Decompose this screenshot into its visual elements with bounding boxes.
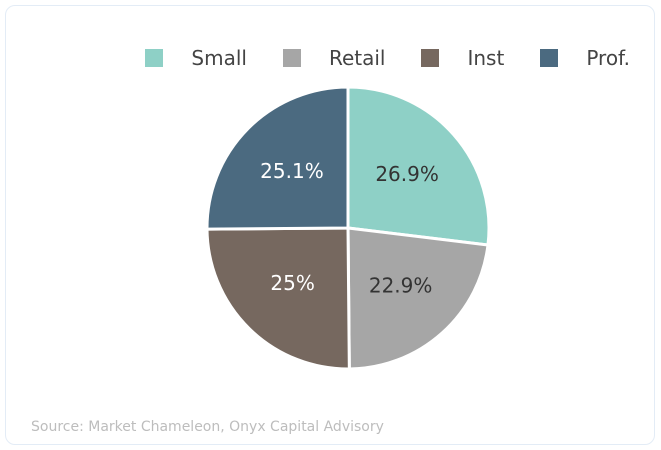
legend-item: Inst: [421, 46, 504, 70]
legend-label: Retail: [328, 46, 386, 70]
legend-label: Inst: [467, 46, 505, 70]
legend-swatch: [282, 49, 301, 67]
legend-swatch: [540, 49, 559, 67]
legend-swatch: [145, 49, 164, 67]
legend-item: Prof.: [540, 46, 630, 70]
legend-item: Small: [145, 46, 247, 70]
chart-card: Small Retail Inst Prof. 26.9% 22.9% 25% 25.1% …: [5, 5, 655, 445]
source-note: Source: Market Chameleon, Onyx Capital A…: [31, 419, 384, 435]
pie-slice: [346, 85, 491, 247]
pie-slice: [205, 85, 350, 231]
chart: 26.9% 22.9% 25% 25.1%: [205, 85, 491, 371]
legend-label: Small: [191, 46, 247, 70]
pie-slice: [205, 226, 351, 371]
legend-label: Prof.: [586, 46, 630, 70]
legend: Small Retail Inst Prof.: [145, 46, 630, 70]
legend-item: Retail: [282, 46, 386, 70]
data-label: 25%: [270, 271, 314, 295]
pie-slice: [346, 226, 490, 371]
legend-swatch: [421, 49, 440, 67]
data-label: 25.1%: [260, 159, 324, 183]
data-label: 26.9%: [375, 162, 439, 186]
data-label: 22.9%: [369, 273, 433, 297]
